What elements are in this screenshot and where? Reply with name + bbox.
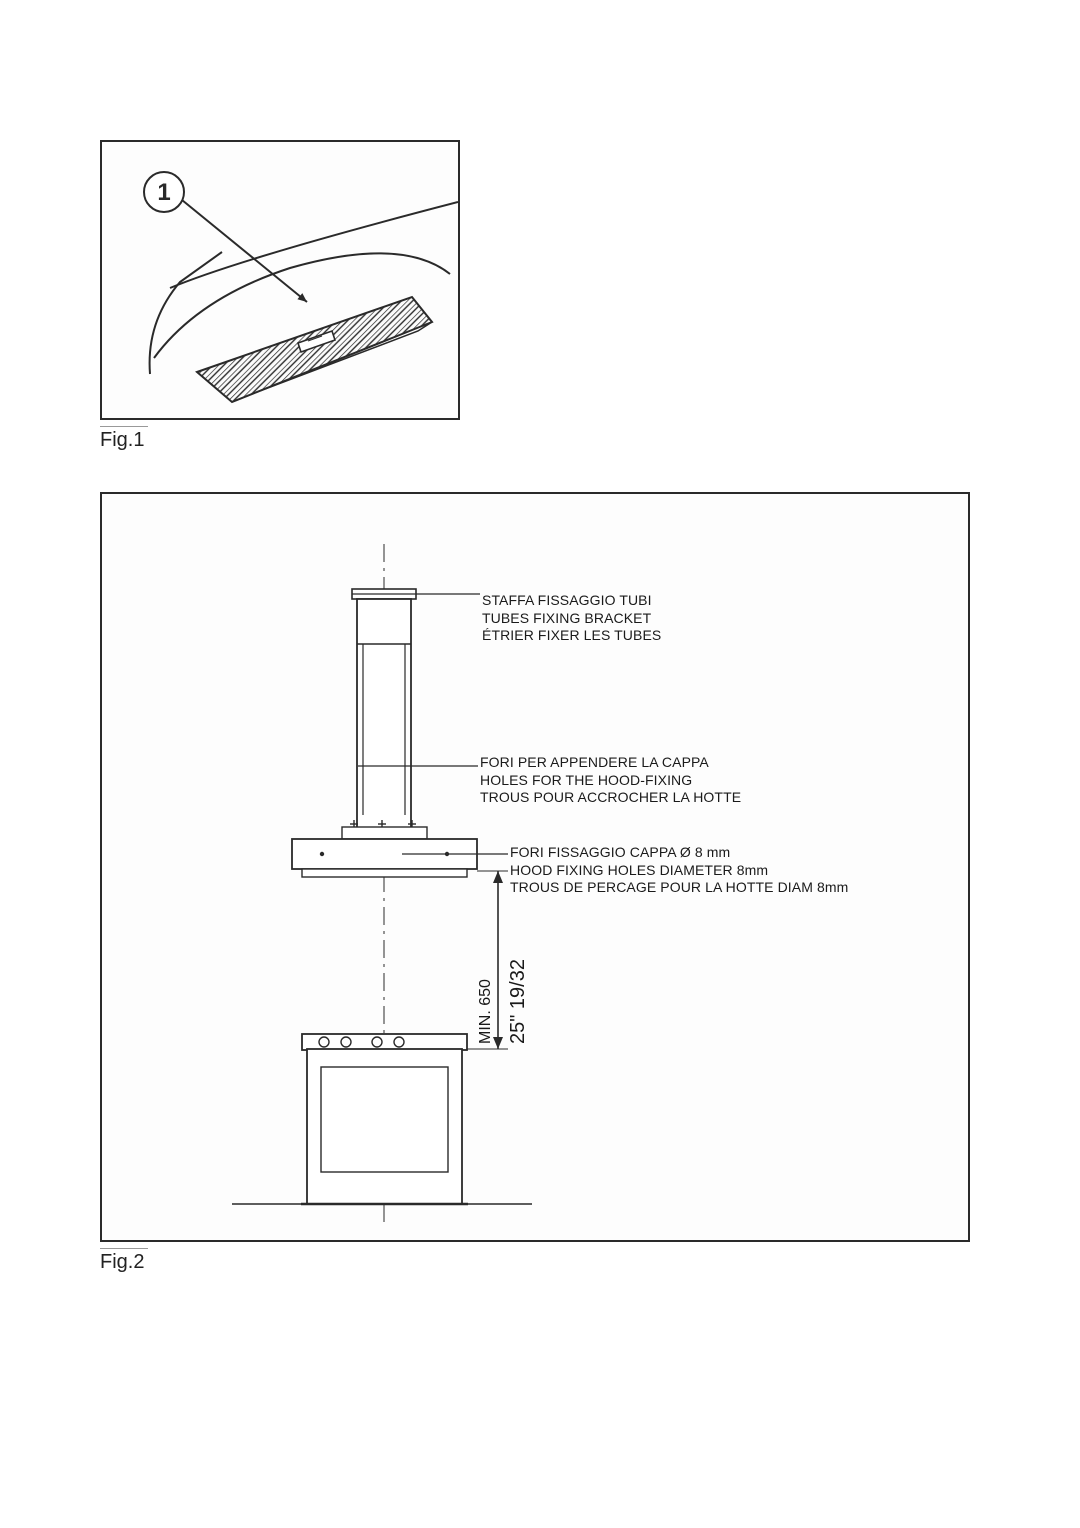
inches-label: 25" 19/32 [507,959,530,1044]
hood-fixing-holes-diameter-label: FORI FISSAGGIO CAPPA Ø 8 mm HOOD FIXING … [510,844,848,897]
hood-fixing-holes-label: FORI PER APPENDERE LA CAPPA HOLES FOR TH… [480,754,741,807]
figure-1-caption-block: Fig.1 [100,426,460,452]
figure-2-caption-block: Fig.2 [100,1248,970,1274]
figure-2-box: STAFFA FISSAGGIO TUBI TUBES FIXING BRACK… [100,492,970,1242]
figure-1-diagram: 1 [102,142,458,418]
svg-text:1: 1 [157,179,170,206]
tubes-fixing-bracket-label: STAFFA FISSAGGIO TUBI TUBES FIXING BRACK… [482,592,661,645]
figure-1-caption: Fig.1 [100,429,144,451]
min-650-label: MIN. 650 [477,979,495,1044]
figure-1-box: 1 [100,140,460,420]
figure-2-caption: Fig.2 [100,1251,144,1273]
